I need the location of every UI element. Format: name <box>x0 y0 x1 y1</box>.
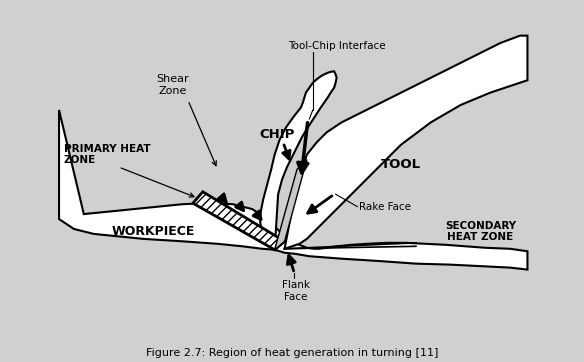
Polygon shape <box>274 160 307 250</box>
Polygon shape <box>59 110 527 270</box>
Text: TOOL: TOOL <box>381 158 421 171</box>
Text: CHIP: CHIP <box>259 128 295 141</box>
Text: Flank
Face: Flank Face <box>282 280 310 302</box>
Polygon shape <box>260 71 336 250</box>
Polygon shape <box>284 35 527 249</box>
Text: SECONDARY
HEAT ZONE: SECONDARY HEAT ZONE <box>445 220 516 242</box>
Text: Figure 2.7: Region of heat generation in turning [11]: Figure 2.7: Region of heat generation in… <box>146 348 438 358</box>
Text: Tool-Chip Interface: Tool-Chip Interface <box>288 41 385 51</box>
Text: PRIMARY HEAT
ZONE: PRIMARY HEAT ZONE <box>64 144 151 165</box>
Polygon shape <box>193 192 284 250</box>
Text: Shear
Zone: Shear Zone <box>157 75 189 96</box>
Text: Rake Face: Rake Face <box>359 202 411 212</box>
Text: WORKPIECE: WORKPIECE <box>112 225 195 238</box>
